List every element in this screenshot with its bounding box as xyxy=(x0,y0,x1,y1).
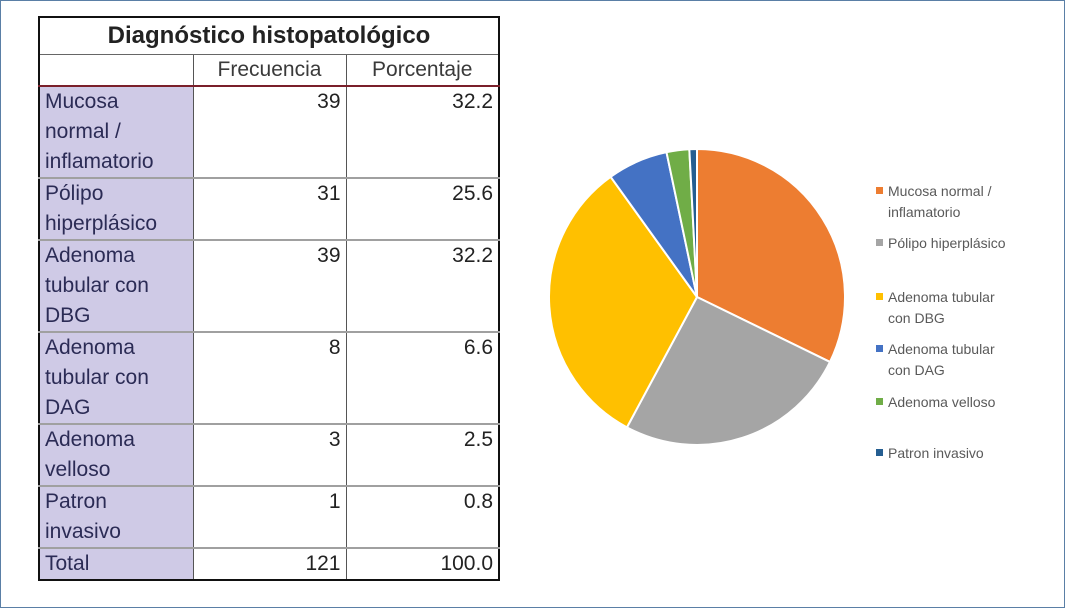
legend-label-line: con DAG xyxy=(888,362,945,378)
pie-slice xyxy=(696,147,846,364)
row-label-line: invasivo xyxy=(45,520,121,543)
row-label-line: DBG xyxy=(45,304,91,327)
row-label-line: inflamatorio xyxy=(45,150,154,173)
legend-swatch xyxy=(876,449,883,456)
table-row: Adenoma tubular con DAG 8 6.6 xyxy=(38,332,501,425)
table-row: Adenoma tubular con DBG 39 32.2 xyxy=(38,240,501,333)
row-frecuencia: 39 xyxy=(192,86,346,179)
row-label: Mucosa normal / inflamatorio xyxy=(38,86,193,179)
row-label-line: normal / xyxy=(45,120,121,143)
legend-label: Adenoma velloso xyxy=(888,392,1058,413)
row-porcentaje: 2.5 xyxy=(345,424,501,487)
legend-swatch xyxy=(876,187,883,194)
header-porcentaje: Porcentaje xyxy=(345,54,501,87)
row-label-line: hiperplásico xyxy=(45,212,158,235)
row-label-line: Pólipo xyxy=(45,182,104,205)
row-label: Adenoma velloso xyxy=(38,424,193,487)
row-porcentaje: 0.8 xyxy=(345,486,501,549)
legend-label-line: con DBG xyxy=(888,310,945,326)
row-label-line: Mucosa xyxy=(45,90,119,113)
legend-swatch xyxy=(876,345,883,352)
legend-label-line: Adenoma tubular xyxy=(888,289,995,305)
legend-label-line: Adenoma tubular xyxy=(888,341,995,357)
legend-label: Adenoma tubular con DAG xyxy=(888,339,1058,381)
row-porcentaje: 25.6 xyxy=(345,178,501,241)
pie-chart xyxy=(548,147,846,446)
legend-swatch xyxy=(876,239,883,246)
legend-label-line: Adenoma velloso xyxy=(888,394,996,410)
pie-slice xyxy=(688,147,698,298)
row-label: Pólipo hiperplásico xyxy=(38,178,193,241)
pie-slice xyxy=(548,175,699,429)
table-row: Mucosa normal / inflamatorio 39 32.2 xyxy=(38,86,501,179)
total-frecuencia: 121 xyxy=(192,548,346,581)
row-frecuencia: 31 xyxy=(192,178,346,241)
total-porcentaje: 100.0 xyxy=(345,548,501,581)
legend-label-line: Mucosa normal / xyxy=(888,183,992,199)
legend-label-line: inflamatorio xyxy=(888,204,961,220)
row-frecuencia: 8 xyxy=(192,332,346,425)
legend-swatch xyxy=(876,293,883,300)
legend-label: Adenoma tubular con DBG xyxy=(888,287,1058,329)
row-label-line: velloso xyxy=(45,458,111,481)
legend-label-line: Patron invasivo xyxy=(888,445,984,461)
table-title: Diagnóstico histopatológico xyxy=(37,16,501,55)
row-label-line: Adenoma xyxy=(45,336,135,359)
row-label: Adenoma tubular con DAG xyxy=(38,332,193,425)
legend-swatch xyxy=(876,398,883,405)
legend-label: Mucosa normal / inflamatorio xyxy=(888,181,1058,223)
row-frecuencia: 3 xyxy=(192,424,346,487)
header-frecuencia: Frecuencia xyxy=(192,54,346,87)
row-label-line: tubular con xyxy=(45,366,149,389)
table-row: Adenoma velloso 3 2.5 xyxy=(38,424,501,487)
header-blank-cell xyxy=(38,54,193,87)
row-label-line: Adenoma xyxy=(45,428,135,451)
total-label: Total xyxy=(38,548,193,581)
row-label-line: Patron xyxy=(45,490,107,513)
row-porcentaje: 32.2 xyxy=(345,240,501,333)
row-label: Adenoma tubular con DBG xyxy=(38,240,193,333)
legend-label: Pólipo hiperplásico xyxy=(888,233,1058,254)
row-porcentaje: 32.2 xyxy=(345,86,501,179)
row-label: Patron invasivo xyxy=(38,486,193,549)
row-label-line: DAG xyxy=(45,396,91,419)
total-row: Total 121 100.0 xyxy=(38,548,501,581)
row-porcentaje: 6.6 xyxy=(345,332,501,425)
table-row: Pólipo hiperplásico 31 25.6 xyxy=(38,178,501,241)
legend-label-line: Pólipo hiperplásico xyxy=(888,235,1006,251)
frequency-table: Diagnóstico histopatológico Frecuencia P… xyxy=(37,16,501,581)
row-frecuencia: 1 xyxy=(192,486,346,549)
table-row: Patron invasivo 1 0.8 xyxy=(38,486,501,549)
row-label-line: Adenoma xyxy=(45,244,135,267)
row-frecuencia: 39 xyxy=(192,240,346,333)
legend-label: Patron invasivo xyxy=(888,443,1058,464)
diagnosis-table: Diagnóstico histopatológico Frecuencia P… xyxy=(37,16,501,581)
row-label-line: tubular con xyxy=(45,274,149,297)
